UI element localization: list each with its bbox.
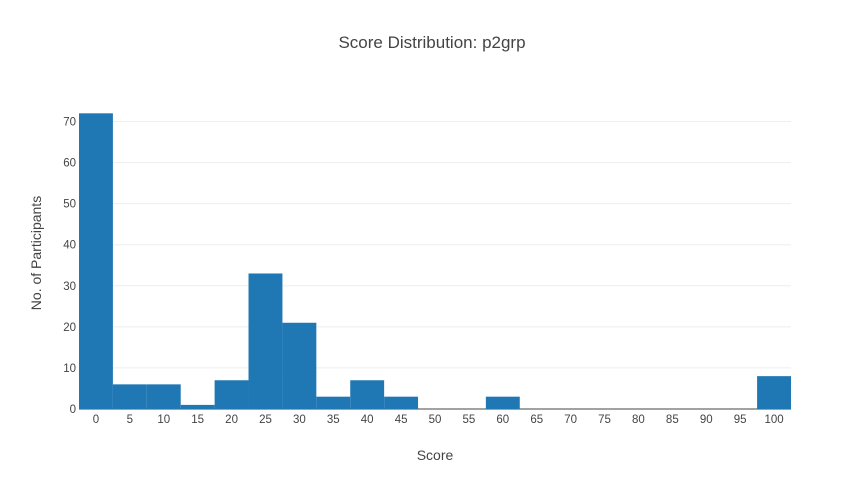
bar-40	[350, 380, 385, 409]
y-tick-label: 50	[63, 199, 76, 211]
bar-5	[112, 384, 147, 409]
y-axis-label: No. of Participants	[28, 196, 44, 310]
x-tick-label: 50	[429, 414, 442, 426]
grid-lines	[79, 121, 791, 410]
x-tick-label: 25	[259, 414, 272, 426]
bar-35	[316, 396, 351, 409]
bar-20	[214, 380, 249, 409]
y-tick-label: 40	[63, 240, 76, 252]
y-tick-label: 70	[63, 117, 76, 129]
y-tick-label: 30	[63, 281, 76, 293]
x-tick-label: 35	[327, 414, 340, 426]
x-tick-label: 30	[293, 414, 306, 426]
chart-title: Score Distribution: p2grp	[338, 33, 525, 52]
x-tick-label: 20	[225, 414, 238, 426]
y-tick-label: 20	[63, 322, 76, 334]
x-tick-label: 0	[93, 414, 99, 426]
x-tick-label: 55	[463, 414, 476, 426]
bar-45	[384, 396, 419, 409]
x-tick-label: 85	[666, 414, 679, 426]
x-tick-label: 65	[530, 414, 543, 426]
bar-100	[757, 376, 791, 409]
bar-60	[485, 396, 520, 409]
bar-25	[248, 273, 283, 409]
y-tick-label: 10	[63, 363, 76, 375]
x-tick-label: 5	[127, 414, 133, 426]
bar-0	[79, 113, 113, 409]
x-tick-label: 40	[361, 414, 374, 426]
bar-10	[146, 384, 181, 409]
x-tick-labels: 0 5 10 15 20 25 30 35 40 45 50 55 60 65 70 75 80 85 90 95 10…	[93, 414, 784, 426]
x-tick-label: 80	[632, 414, 645, 426]
x-tick-label: 100	[764, 414, 783, 426]
x-tick-label: 70	[564, 414, 577, 426]
y-tick-labels: 0 10 20 30 40 50 60 70	[63, 117, 76, 416]
x-tick-label: 15	[191, 414, 204, 426]
x-tick-label: 95	[734, 414, 747, 426]
x-tick-label: 90	[700, 414, 713, 426]
x-tick-label: 10	[157, 414, 170, 426]
x-tick-label: 75	[598, 414, 611, 426]
y-tick-label: 0	[70, 404, 76, 416]
x-tick-label: 60	[496, 414, 509, 426]
y-tick-label: 60	[63, 158, 76, 170]
bar-30	[282, 322, 317, 409]
x-tick-label: 45	[395, 414, 408, 426]
x-axis-label: Score	[417, 447, 454, 463]
bars	[79, 113, 791, 409]
bar-15	[180, 404, 215, 409]
